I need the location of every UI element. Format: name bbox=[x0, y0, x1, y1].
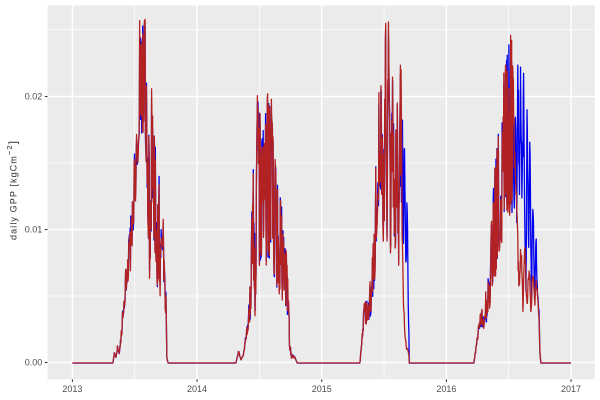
svg-text:2017: 2017 bbox=[561, 384, 581, 394]
svg-text:2016: 2016 bbox=[436, 384, 456, 394]
svg-text:0.02: 0.02 bbox=[25, 92, 43, 102]
svg-text:2013: 2013 bbox=[62, 384, 82, 394]
svg-text:0.00: 0.00 bbox=[25, 358, 43, 368]
svg-text:daily GPP [kgCm−2]: daily GPP [kgCm−2] bbox=[5, 140, 19, 240]
svg-text:2014: 2014 bbox=[187, 384, 207, 394]
svg-text:2015: 2015 bbox=[312, 384, 332, 394]
svg-text:0.01: 0.01 bbox=[25, 225, 43, 235]
